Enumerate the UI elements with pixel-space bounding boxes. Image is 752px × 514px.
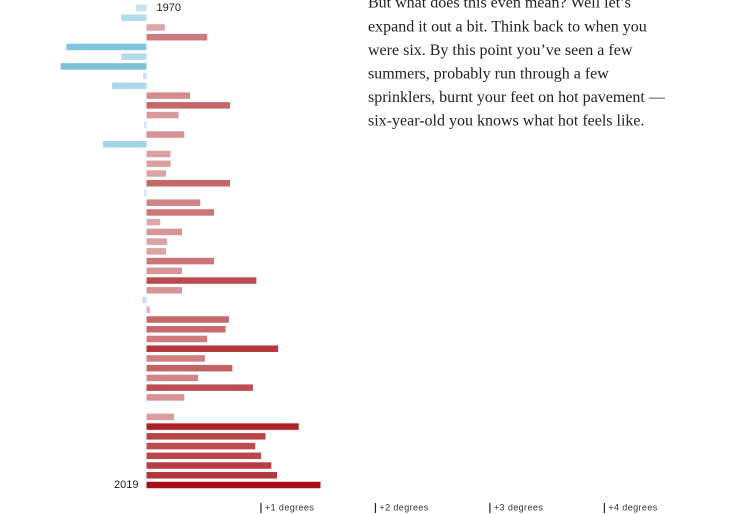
bar	[146, 394, 185, 401]
bar	[112, 82, 147, 90]
paragraph-line: sprinklers, burnt your feet on hot pavem…	[368, 89, 666, 106]
paragraph-line: six-year-old you knows what hot feels li…	[368, 113, 645, 130]
bar	[146, 316, 229, 323]
bar	[141, 296, 147, 304]
bar	[121, 53, 147, 60]
bar	[146, 111, 179, 119]
paragraph-line: were six. By this point you’ve seen a fe…	[368, 42, 633, 59]
bar	[144, 189, 147, 197]
bar	[146, 160, 171, 168]
bar	[146, 257, 215, 265]
bar	[146, 228, 182, 236]
bar	[144, 121, 147, 129]
bar	[146, 481, 321, 489]
bar	[146, 238, 168, 245]
bar	[146, 218, 161, 226]
bar	[146, 413, 174, 421]
paragraph-line: expand it out a bit. Think back to when …	[368, 18, 647, 35]
bar	[146, 287, 182, 294]
paragraph-line: summers, probably run through a few	[368, 65, 609, 82]
bar	[146, 150, 171, 158]
bar	[146, 33, 208, 41]
bar	[146, 355, 205, 362]
bar	[146, 277, 257, 284]
bar	[146, 325, 226, 333]
bar	[146, 267, 182, 275]
x-tick-label: +3 degrees	[494, 502, 543, 512]
bar	[146, 423, 299, 430]
bar	[146, 442, 256, 450]
bar	[146, 170, 166, 177]
paragraph-line: But what does this even mean? Well let’s	[368, 0, 631, 12]
bar	[121, 14, 147, 21]
x-tick-label: +4 degrees	[608, 502, 657, 512]
bar	[146, 452, 261, 460]
bar	[103, 141, 147, 148]
bar	[146, 335, 208, 343]
x-tick-label: +1 degrees	[265, 502, 314, 512]
bar	[146, 209, 215, 216]
bar	[146, 131, 185, 138]
bar	[146, 462, 272, 469]
bar	[146, 248, 166, 255]
bar	[143, 72, 147, 80]
bar	[146, 24, 165, 31]
year-label: 2019	[114, 479, 138, 491]
x-tick-label: +2 degrees	[379, 502, 428, 512]
bar	[146, 472, 277, 479]
bar	[136, 4, 147, 12]
bar	[60, 63, 147, 70]
bar	[146, 306, 150, 314]
bar	[146, 102, 231, 109]
bar	[146, 374, 199, 382]
bar	[146, 433, 266, 440]
bar	[146, 345, 279, 352]
bar	[146, 179, 231, 187]
year-label: 1970	[157, 2, 181, 14]
bar	[146, 199, 201, 206]
bar	[146, 364, 233, 372]
bar	[146, 92, 191, 99]
bar	[146, 384, 253, 391]
bar	[66, 43, 147, 51]
